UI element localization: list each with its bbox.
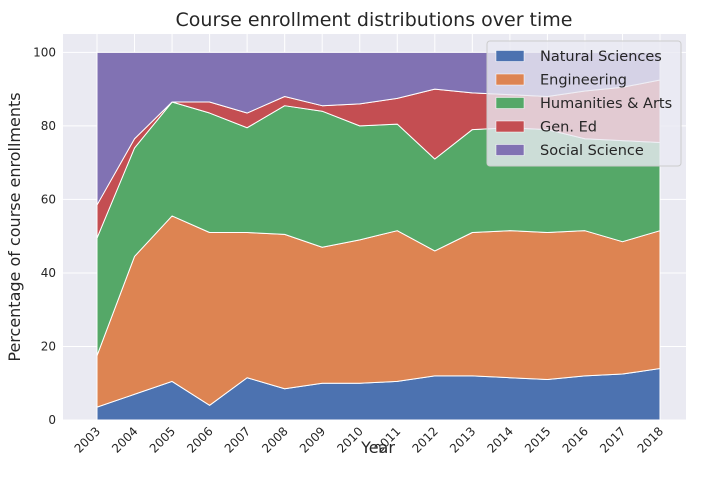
legend-entry: Engineering — [540, 73, 627, 89]
y-tick-label: 20 — [41, 339, 56, 353]
y-tick-label: 0 — [48, 413, 56, 427]
y-axis-ticks: 0 20 40 60 80 100 — [33, 45, 56, 427]
legend-entry: Gen. Ed — [540, 120, 597, 136]
legend-swatch — [495, 50, 525, 62]
x-tick-label: 2004 — [109, 424, 140, 455]
x-tick-label: 2007 — [222, 424, 253, 455]
legend-box — [486, 40, 682, 167]
x-axis-label: Year — [360, 438, 395, 457]
x-tick-label: 2013 — [447, 424, 478, 455]
legend-swatch — [495, 73, 525, 86]
x-tick-label: 2015 — [522, 424, 553, 455]
x-tick-label: 2014 — [484, 424, 515, 455]
legend-entry: Natural Sciences — [540, 49, 662, 65]
x-tick-label: 2003 — [72, 424, 103, 455]
legend-swatch — [495, 97, 525, 109]
y-tick-label: 60 — [41, 192, 56, 206]
y-tick-label: 80 — [41, 119, 56, 133]
x-tick-label: 2009 — [297, 424, 328, 455]
y-tick-label: 40 — [41, 266, 56, 280]
x-tick-label: 2005 — [147, 424, 178, 455]
legend-swatch — [495, 144, 525, 156]
x-tick-label: 2017 — [597, 424, 628, 455]
legend: Natural Sciences Engineering Humanities & … — [486, 40, 682, 167]
x-tick-label: 2012 — [409, 424, 440, 455]
legend-entry: Humanities & Arts — [540, 96, 672, 112]
x-tick-label: 2006 — [184, 424, 215, 455]
legend-entry: Social Science — [540, 143, 644, 159]
legend-swatch — [495, 120, 525, 133]
chart-title: Course enrollment distributions over tim… — [176, 9, 573, 31]
x-tick-label: 2008 — [259, 424, 290, 455]
x-tick-label: 2016 — [560, 424, 591, 455]
x-tick-label: 2018 — [635, 424, 666, 455]
y-axis-label: Percentage of course enrollments — [5, 92, 24, 361]
y-tick-label: 100 — [33, 45, 56, 59]
